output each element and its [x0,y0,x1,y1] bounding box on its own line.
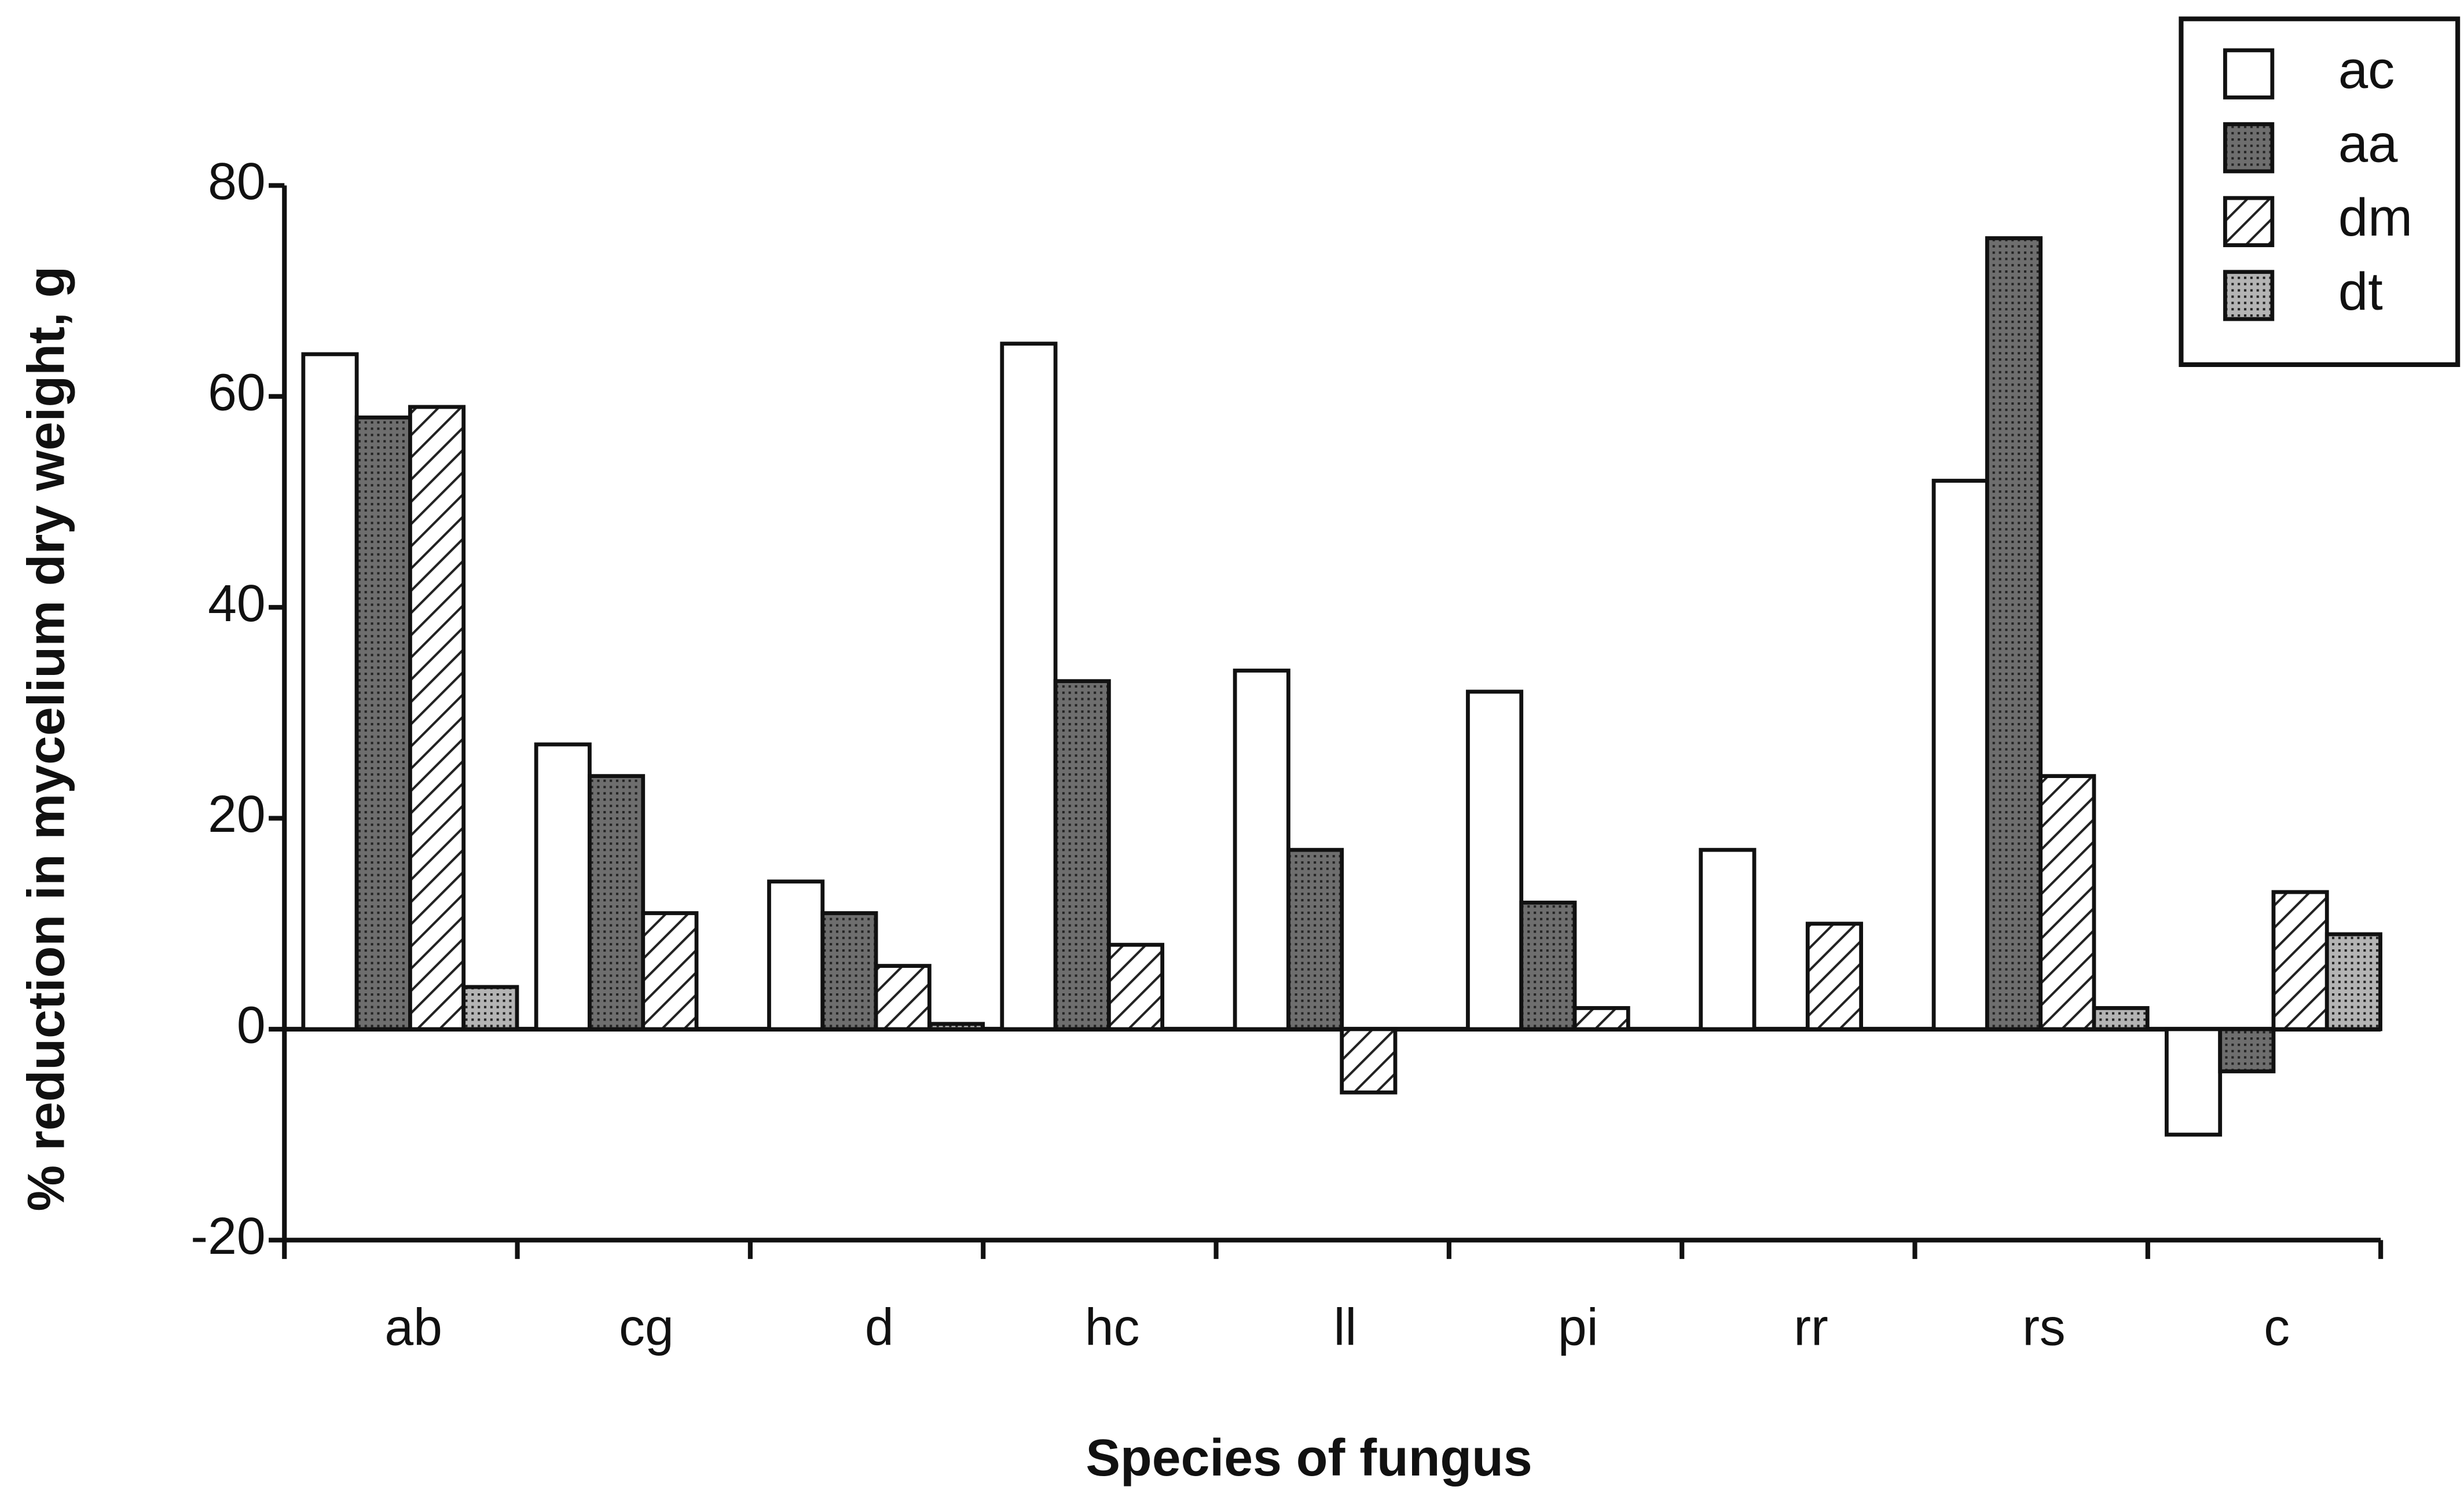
bar [1519,900,1577,1032]
bar [874,964,932,1032]
y-tick-label: 60 [208,363,266,421]
legend-swatch [2223,270,2275,321]
legend-label: ac [2338,39,2395,100]
y-tick-label: -20 [190,1207,265,1265]
bar [1000,342,1058,1032]
bar [301,352,359,1032]
bar [1340,1027,1398,1095]
x-tick-label: pi [1558,1298,1598,1356]
y-tick-label: 20 [208,785,266,843]
bar [1233,669,1290,1032]
bar [461,985,519,1032]
x-tick-label: rr [1794,1298,1828,1356]
bar [1053,679,1111,1032]
bar [408,405,466,1032]
x-tick-label: cg [619,1298,674,1356]
x-tick-label: c [2264,1298,2290,1356]
bar [1572,1006,1630,1032]
bar [1931,479,1989,1032]
bar [1286,847,1344,1032]
bar [2165,1027,2223,1137]
legend-swatch [2223,122,2275,174]
bar [2324,932,2382,1032]
bar [2038,774,2096,1032]
bar [2218,1027,2276,1074]
bar [2092,1006,2150,1032]
x-tick-label: ll [1334,1298,1357,1356]
bar [641,911,699,1032]
bar [534,742,592,1032]
bar [820,911,878,1032]
bar [1805,922,1864,1032]
bar [2271,890,2329,1032]
x-axis-title: Species of fungus [1086,1429,1532,1487]
legend-swatch [2223,48,2275,100]
legend-box [2179,16,2461,367]
legend-label: aa [2338,113,2398,174]
bar [588,774,646,1032]
y-tick-label: 0 [237,996,266,1054]
x-tick-label: d [865,1298,894,1356]
bar [927,1022,985,1032]
x-tick-label: rs [2022,1298,2066,1356]
legend-label: dm [2338,187,2412,247]
legend-label: dt [2338,261,2383,321]
y-axis-title: % reduction in mycelium dry weight, g [17,266,75,1212]
bar [767,879,825,1032]
bar [1466,689,1524,1032]
bar [1985,236,2043,1032]
y-tick-label: 80 [208,152,266,210]
x-tick-label: hc [1085,1298,1140,1356]
x-tick-label: ab [384,1298,442,1356]
bar [1699,847,1757,1032]
y-tick-label: 40 [208,574,266,632]
bar [1106,942,1165,1032]
legend-swatch [2223,196,2275,247]
bar [354,415,412,1032]
